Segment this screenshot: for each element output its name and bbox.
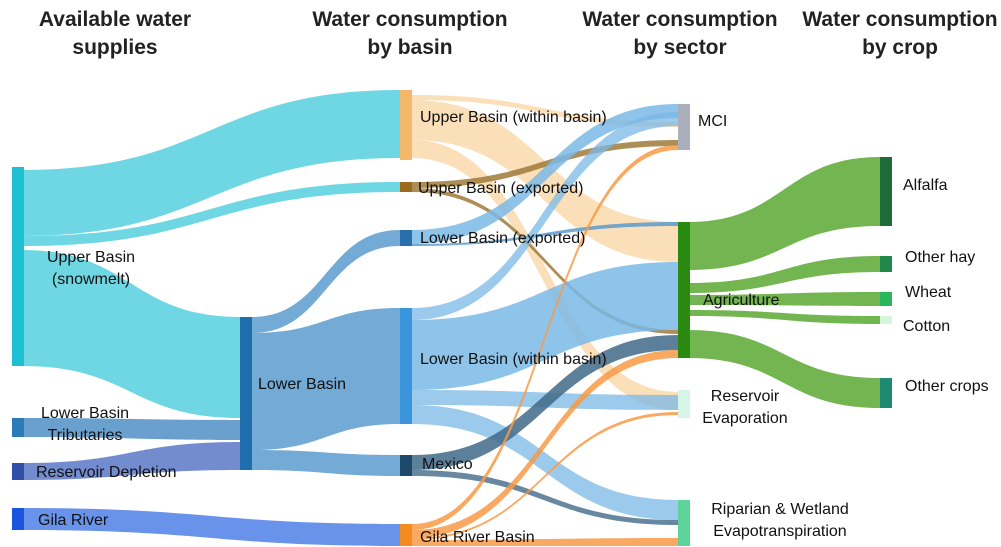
node-bar: [880, 292, 892, 306]
node-label: Cotton: [903, 318, 951, 335]
flow: [252, 308, 400, 450]
flow: [22, 90, 400, 236]
flow: [412, 140, 678, 410]
node-bar: [678, 222, 690, 358]
node-label: Upper Basin (within basin): [420, 109, 607, 126]
node-label: Upper Basin (snowmelt): [46, 249, 136, 288]
header: Water consumption by sector: [582, 8, 778, 59]
node-bar: [678, 104, 690, 150]
flow: [252, 230, 400, 333]
node-bar: [400, 455, 412, 476]
node-label: Alfalfa: [903, 177, 948, 194]
node-label: Gila River: [38, 512, 109, 529]
header: Water consumption by basin: [312, 8, 508, 59]
node-bar: [400, 524, 412, 546]
flow: [688, 157, 880, 270]
flow: [412, 262, 678, 390]
flow: [22, 442, 240, 480]
node-bar: [400, 230, 412, 246]
node-bar: [880, 316, 892, 324]
node-label: Lower Basin (within basin): [420, 351, 607, 368]
header: Available water supplies: [38, 8, 192, 59]
node-bar: [12, 418, 24, 437]
node-bar: [400, 182, 412, 192]
flow: [412, 350, 678, 538]
node-bar: [880, 378, 892, 408]
node-bar: [880, 256, 892, 272]
node-label: Upper Basin (exported): [418, 180, 584, 197]
flow: [412, 145, 678, 530]
flow: [252, 450, 400, 476]
flow: [688, 256, 880, 293]
flow: [412, 470, 678, 525]
node-bar: [12, 463, 24, 480]
flow: [412, 412, 678, 540]
node-bar: [880, 157, 892, 226]
node-label: Reservoir Evaporation: [702, 388, 788, 427]
flow: [22, 508, 400, 546]
node-bar: [678, 500, 690, 546]
flow: [412, 104, 678, 244]
node-bar: [400, 308, 412, 424]
flow: [22, 250, 240, 418]
flow: [412, 140, 678, 188]
node-bar: [12, 508, 24, 530]
node-bar: [12, 167, 24, 366]
flow: [412, 95, 678, 127]
node-label: Reservoir Depletion: [36, 464, 177, 481]
flow: [412, 405, 678, 520]
flow: [688, 330, 880, 408]
node-bar: [400, 90, 412, 160]
node-label: MCI: [698, 113, 728, 130]
node-label: Gila River Basin: [420, 529, 535, 546]
node-label: Other crops: [905, 378, 989, 395]
header: Water consumption by crop: [802, 8, 998, 59]
flow: [22, 418, 240, 440]
node-bar: [678, 390, 690, 418]
flow: [412, 112, 678, 320]
node-label: Lower Basin Tributaries: [40, 405, 130, 444]
node-label: Wheat: [905, 284, 952, 301]
node-bar: [240, 317, 252, 470]
flow: [412, 222, 678, 246]
flow: [688, 292, 880, 306]
flow: [412, 188, 678, 334]
flow: [412, 335, 678, 470]
node-label: Other hay: [905, 249, 976, 266]
node-label: Lower Basin (exported): [420, 230, 586, 247]
node-label: Lower Basin: [258, 376, 347, 393]
flow: [688, 310, 880, 324]
node-label: Mexico: [422, 456, 473, 473]
flow: [22, 182, 400, 246]
node-label: Agriculture: [703, 292, 780, 309]
node-label: Riparian & Wetland Evapotranspiration: [711, 501, 849, 540]
flow: [412, 538, 678, 546]
